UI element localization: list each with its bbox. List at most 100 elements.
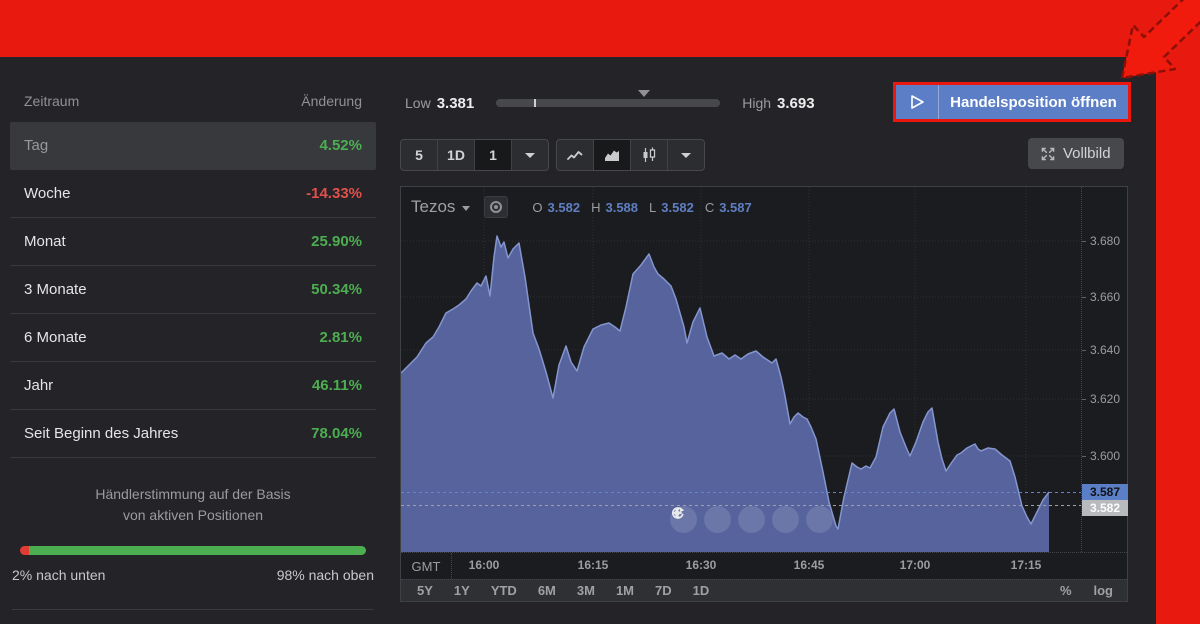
zoom-out-button[interactable]	[672, 506, 731, 533]
interval-button-1[interactable]: 1	[475, 140, 512, 170]
sentiment-up-label: 98% nach oben	[276, 567, 374, 583]
chevron-down-icon	[681, 152, 691, 158]
ohlc-readout: O 3.582 H 3.588 L 3.582 C 3.587	[526, 200, 751, 215]
low-label: Low	[405, 95, 431, 111]
period-change-value: 4.52%	[319, 137, 362, 154]
sidebar-item-monat[interactable]: Monat 25.90%	[10, 218, 376, 266]
time-axis-tick: 16:30	[685, 558, 717, 572]
period-label: 6 Monate	[24, 329, 87, 346]
close-label: C	[704, 199, 715, 215]
area-chart-type-button[interactable]	[594, 140, 631, 170]
timezone-button[interactable]: GMT	[401, 553, 452, 579]
annotation-highlight-box: Handelsposition öffnen	[893, 82, 1131, 122]
price-axis-tick: 3.680	[1082, 234, 1120, 248]
range-selector-row: 5Y 1Y YTD 6M 3M 1M 7D 1D % log	[401, 579, 1127, 601]
period-label: 3 Monate	[24, 281, 87, 298]
chart-navigation-controls	[670, 506, 833, 533]
open-value: 3.582	[547, 199, 581, 215]
price-axis[interactable]: 3.680 3.660 3.640 3.620 3.600 3.587 3.58…	[1082, 187, 1128, 552]
low-value: 3.582	[661, 199, 694, 215]
high-value: 3.588	[605, 199, 639, 215]
range-button-1d[interactable]: 1D	[692, 583, 710, 598]
interval-dropdown-button[interactable]	[512, 140, 548, 170]
time-axis-tick: 16:00	[468, 558, 500, 572]
chevron-down-icon	[462, 205, 471, 211]
reference-price-tag: 3.582	[1082, 500, 1128, 516]
period-label: Tag	[24, 137, 49, 154]
range-button-7d[interactable]: 7D	[655, 583, 672, 598]
log-scale-button[interactable]: log	[1093, 583, 1114, 598]
line-chart-icon	[567, 151, 583, 160]
day-range-bar: Low 3.381 High 3.693	[405, 90, 815, 114]
performance-sidebar: Zeitraum Änderung Tag 4.52% Woche -14.33…	[10, 84, 376, 610]
low-label: L	[649, 199, 657, 215]
range-slider-tick	[534, 99, 537, 107]
fullscreen-button[interactable]: Vollbild	[1028, 138, 1124, 169]
price-axis-tick: 3.640	[1082, 343, 1120, 357]
sidebar-item-ytd[interactable]: Seit Beginn des Jahres 78.04%	[10, 410, 376, 458]
price-chart-widget: Tezos O 3.582 H 3.588 L 3.582 C 3.587	[400, 186, 1128, 602]
interval-button-5[interactable]: 5	[401, 140, 438, 170]
price-axis-tick: 3.660	[1082, 290, 1120, 304]
range-button-3m[interactable]: 3M	[576, 583, 595, 598]
open-trade-position-button[interactable]: Handelsposition öffnen	[896, 85, 1128, 119]
fullscreen-button-label: Vollbild	[1063, 145, 1111, 162]
sidebar-item-tag[interactable]: Tag 4.52%	[10, 122, 376, 170]
percent-scale-button[interactable]: %	[1059, 583, 1072, 598]
sidebar-item-6-monate[interactable]: 6 Monate 2.81%	[10, 314, 376, 362]
range-button-5y[interactable]: 5Y	[417, 583, 433, 598]
pan-right-button[interactable]	[674, 506, 833, 533]
price-axis-tick: 3.600	[1082, 449, 1120, 463]
eye-icon[interactable]	[484, 196, 509, 218]
time-axis-tick: 17:00	[899, 558, 931, 572]
sentiment-down-label: 2% nach unten	[12, 567, 106, 583]
range-button-1m[interactable]: 1M	[615, 583, 634, 598]
change-column-header: Änderung	[301, 93, 362, 109]
sidebar-bottom-divider	[12, 609, 374, 610]
chart-type-dropdown-button[interactable]	[668, 140, 704, 170]
current-price-tag: 3.587	[1082, 484, 1128, 500]
line-chart-type-button[interactable]	[557, 140, 594, 170]
zoom-in-button[interactable]	[672, 506, 799, 533]
interval-button-group: 5 1D 1	[400, 139, 549, 171]
period-column-header: Zeitraum	[24, 93, 80, 109]
period-change-value: 78.04%	[311, 425, 362, 442]
symbol-name: Tezos	[411, 197, 456, 216]
period-label: Woche	[24, 185, 71, 202]
period-change-value: 46.11%	[311, 377, 362, 394]
close-value: 3.587	[719, 199, 752, 215]
sentiment-title-line2: von aktiven Positionen	[122, 507, 264, 523]
range-button-ytd[interactable]: YTD	[490, 583, 517, 598]
symbol-selector[interactable]: Tezos	[411, 197, 471, 217]
sidebar-item-3-monate[interactable]: 3 Monate 50.34%	[10, 266, 376, 314]
interval-button-1d[interactable]: 1D	[438, 140, 475, 170]
chart-canvas	[401, 187, 1081, 552]
period-change-value: -14.33%	[306, 185, 362, 202]
sidebar-item-woche[interactable]: Woche -14.33%	[10, 170, 376, 218]
period-label: Jahr	[24, 377, 54, 394]
price-range-slider[interactable]	[496, 90, 721, 107]
range-button-1y[interactable]: 1Y	[453, 583, 470, 598]
range-button-6m[interactable]: 6M	[537, 583, 556, 598]
sentiment-title: Händlerstimmung auf der Basis von aktive…	[10, 484, 376, 526]
chart-header: Tezos O 3.582 H 3.588 L 3.582 C 3.587	[411, 196, 752, 218]
range-slider-marker-icon[interactable]	[638, 90, 651, 97]
high-label: H	[591, 199, 601, 215]
area-chart-icon	[605, 150, 619, 161]
sentiment-labels: 2% nach unten 98% nach oben	[12, 567, 374, 583]
time-axis[interactable]: GMT 16:00 16:15 16:30 16:45 17:00 17:15	[401, 552, 1127, 579]
candlestick-chart-type-button[interactable]	[631, 140, 668, 170]
annotation-red-band-top	[0, 0, 1200, 57]
candlestick-icon	[643, 147, 656, 162]
period-change-value: 2.81%	[319, 329, 362, 346]
time-axis-tick: 16:15	[577, 558, 609, 572]
period-label: Monat	[24, 233, 66, 250]
chart-plot-area[interactable]: Tezos O 3.582 H 3.588 L 3.582 C 3.587	[401, 187, 1082, 552]
play-icon	[896, 85, 939, 119]
trader-sentiment-section: Händlerstimmung auf der Basis von aktive…	[10, 484, 376, 610]
period-label: Seit Beginn des Jahres	[24, 425, 179, 442]
reset-view-button[interactable]	[671, 506, 765, 533]
expand-arrows-icon	[1041, 147, 1055, 160]
sidebar-item-jahr[interactable]: Jahr 46.11%	[10, 362, 376, 410]
period-change-value: 25.90%	[311, 233, 362, 250]
